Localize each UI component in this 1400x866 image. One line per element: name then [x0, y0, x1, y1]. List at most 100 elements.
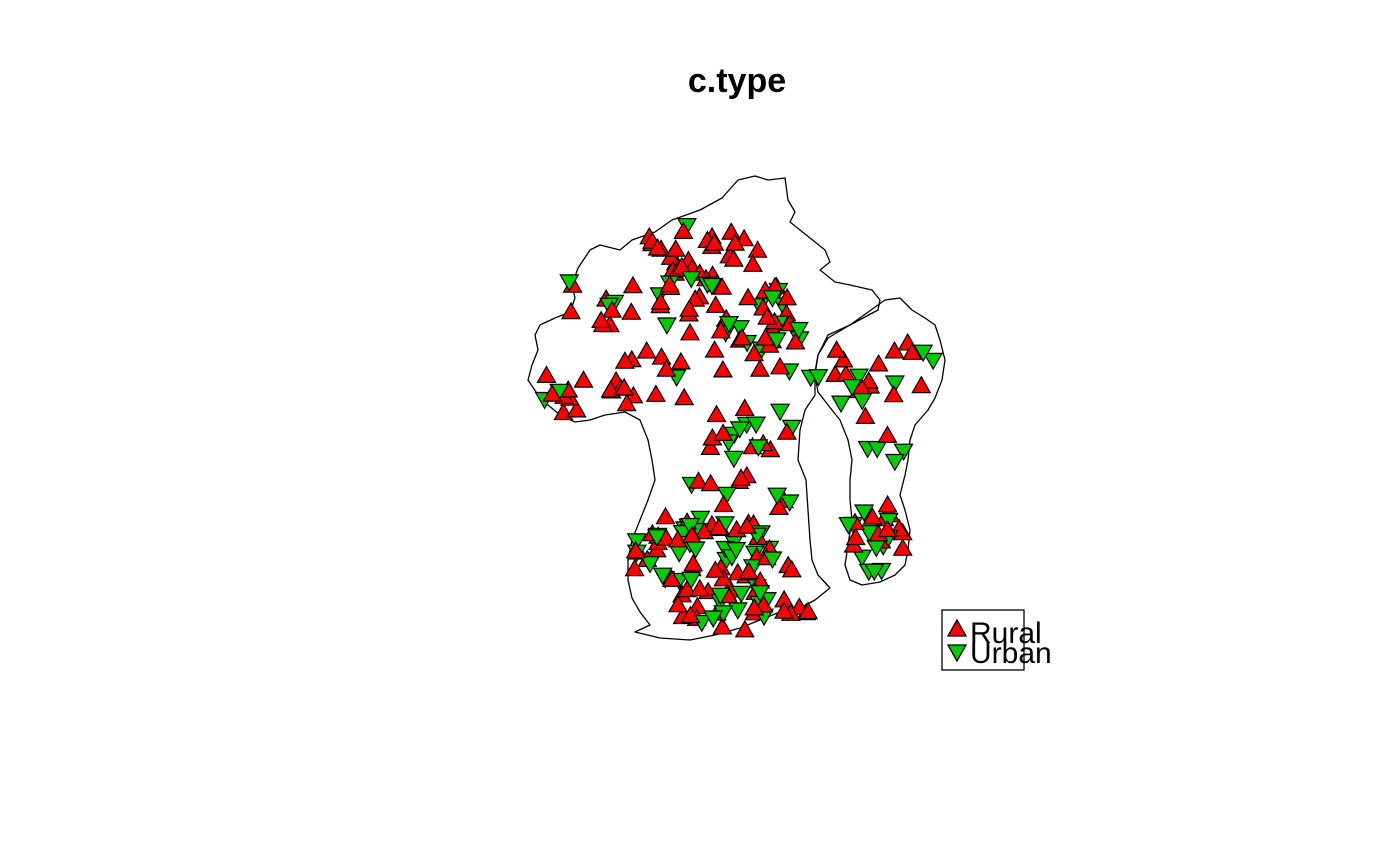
- rural-point: [659, 274, 680, 293]
- rural-point: [601, 300, 623, 318]
- rural-point: [730, 468, 752, 486]
- urban-point: [762, 551, 783, 570]
- rural-point: [673, 221, 694, 239]
- rural-point: [744, 343, 765, 362]
- urban-point: [867, 441, 888, 459]
- rural-point: [705, 295, 726, 313]
- rural-point: [614, 351, 635, 369]
- legend-rural-label: Rural: [970, 617, 1042, 650]
- rural-point: [773, 601, 795, 619]
- urban-point: [788, 321, 809, 340]
- urban-point: [878, 512, 899, 531]
- rural-point: [704, 233, 725, 251]
- rural-point: [757, 307, 778, 325]
- urban-point: [893, 443, 914, 462]
- rural-point: [670, 351, 691, 370]
- rural-point: [713, 494, 734, 513]
- rural-point: [877, 494, 898, 513]
- urban-point: [729, 421, 750, 439]
- urban-point: [710, 587, 731, 606]
- rural-point: [826, 340, 847, 358]
- rural-point: [755, 328, 776, 346]
- rural-point: [636, 340, 657, 359]
- rural-point: [616, 393, 637, 412]
- rural-point: [665, 239, 686, 257]
- urban-point: [808, 369, 829, 387]
- rural-point: [738, 561, 759, 580]
- rural-point: [785, 331, 806, 350]
- urban-point: [767, 487, 788, 506]
- rural-point: [700, 437, 721, 455]
- rural-point: [573, 370, 594, 388]
- rural-point: [661, 569, 682, 588]
- rural-point: [591, 310, 612, 328]
- rural-point: [749, 359, 770, 377]
- urban-point: [559, 274, 580, 292]
- rural-point: [645, 384, 666, 402]
- rural-point: [855, 406, 876, 424]
- urban-point: [639, 555, 661, 574]
- rural-point: [656, 359, 677, 377]
- rural-point: [712, 616, 733, 635]
- region-east: [814, 297, 946, 586]
- urban-point: [842, 379, 863, 397]
- urban-point: [681, 271, 702, 289]
- rural-point: [536, 365, 557, 383]
- urban-point: [838, 517, 859, 535]
- rural-point: [650, 292, 671, 310]
- rural-point: [877, 519, 898, 538]
- rural-point: [781, 559, 802, 578]
- rural-point: [769, 356, 791, 375]
- urban-point: [680, 517, 701, 536]
- urban-point: [646, 529, 667, 547]
- rural-point: [679, 322, 701, 341]
- rural-point: [744, 597, 765, 616]
- rural-point: [647, 238, 668, 256]
- legend-rural-symbol: [946, 618, 968, 637]
- urban-point: [884, 453, 905, 472]
- urban-point: [830, 395, 852, 414]
- rural-point: [710, 320, 731, 339]
- urban-point: [729, 320, 751, 338]
- rural-point: [833, 349, 854, 368]
- urban-point: [884, 375, 905, 394]
- urban-point: [716, 486, 737, 505]
- urban-point: [779, 494, 800, 512]
- urban-point: [762, 290, 783, 308]
- urban-point: [731, 585, 752, 604]
- rural-point: [713, 423, 734, 441]
- rural-point: [877, 425, 898, 443]
- rural-point: [768, 497, 790, 516]
- points-layer: [534, 218, 944, 638]
- rural-point: [560, 301, 582, 320]
- urban-point: [854, 504, 875, 522]
- urban-point: [852, 393, 873, 411]
- urban-point: [848, 368, 870, 387]
- rural-point: [892, 538, 913, 556]
- urban-point: [923, 352, 944, 371]
- rural-point: [731, 327, 753, 346]
- rural-point: [614, 377, 635, 396]
- rural-point: [883, 384, 904, 403]
- rural-point: [713, 568, 734, 587]
- rural-point: [798, 601, 819, 620]
- rural-point: [738, 287, 759, 306]
- rural-point: [902, 342, 923, 360]
- rural-point: [721, 222, 742, 240]
- rural-point: [712, 277, 733, 295]
- rural-point: [736, 516, 757, 534]
- urban-point: [913, 344, 934, 363]
- urban-point: [681, 571, 702, 590]
- rural-point: [725, 233, 746, 251]
- rural-point: [706, 404, 727, 423]
- rural-point: [694, 521, 715, 540]
- rural-point: [542, 384, 563, 402]
- legend-urban-symbol: [946, 644, 968, 663]
- rural-point: [734, 398, 755, 416]
- rural-point: [845, 527, 866, 546]
- legend-urban-label: Urban: [970, 637, 1052, 670]
- rural-point: [683, 553, 704, 572]
- urban-point: [685, 541, 706, 559]
- rural-point: [747, 240, 768, 258]
